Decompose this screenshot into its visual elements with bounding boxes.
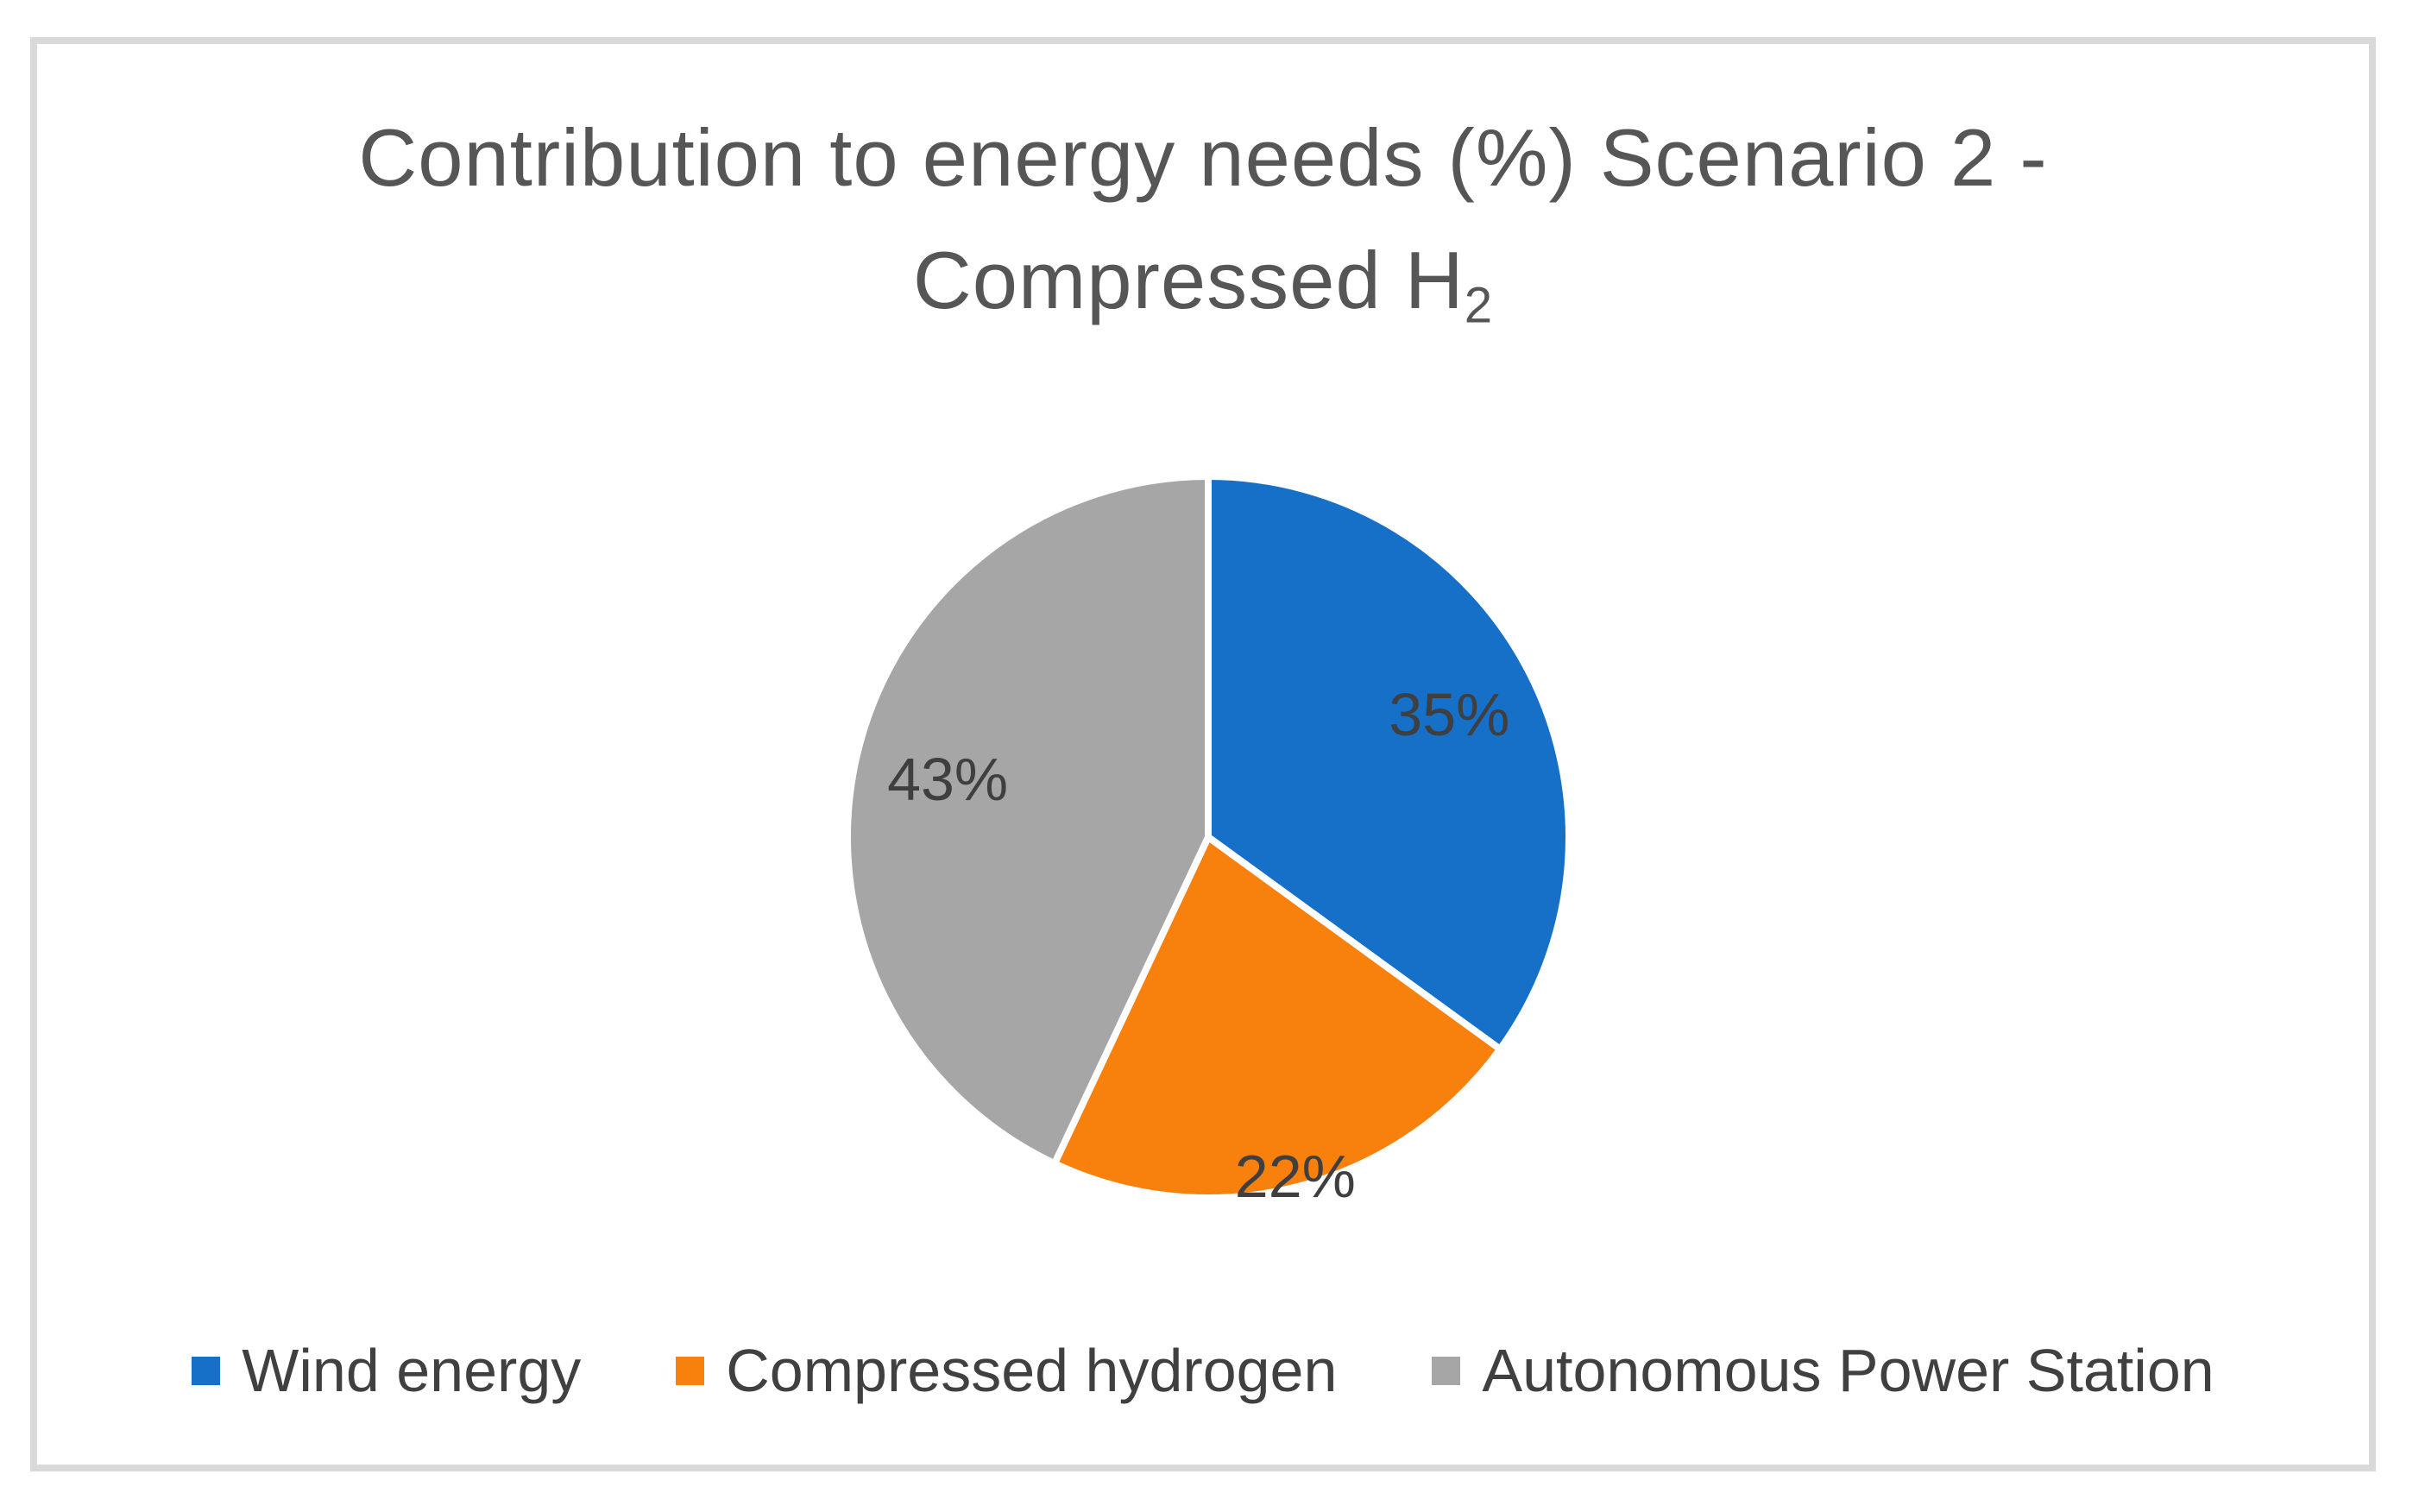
slice-label-wind-energy: 35% xyxy=(1389,680,1510,748)
legend-marker-compressed-hydrogen-icon xyxy=(676,1356,705,1385)
chart-title-line1: Contribution to energy needs (%) Scenari… xyxy=(358,112,2048,203)
legend-label-compressed-hydrogen: Compressed hydrogen xyxy=(726,1337,1338,1404)
legend-item-autonomous-power-station: Autonomous Power Station xyxy=(1432,1336,2214,1405)
slice-label-autonomous-power-station: 43% xyxy=(887,745,1009,813)
pie-slice-wind-energy xyxy=(1205,472,1572,1055)
legend-item-compressed-hydrogen: Compressed hydrogen xyxy=(676,1336,1337,1405)
legend-marker-wind-energy-icon xyxy=(192,1356,221,1385)
pie-slice-autonomous-power-station xyxy=(843,472,1212,1169)
legend-label-autonomous-power-station: Autonomous Power Station xyxy=(1482,1337,2214,1404)
legend-marker-autonomous-power-station-icon xyxy=(1432,1356,1461,1385)
chart-title-line2: Compressed H2 xyxy=(912,235,1494,334)
chart-title: Contribution to energy needs (%) Scenari… xyxy=(37,97,2369,367)
legend: Wind energy Compressed hydrogen Autonomo… xyxy=(37,1336,2369,1405)
pie-chart xyxy=(843,472,1572,1201)
chart-title-subscript: 2 xyxy=(1464,277,1494,334)
legend-label-wind-energy: Wind energy xyxy=(242,1337,582,1404)
legend-item-wind-energy: Wind energy xyxy=(192,1336,581,1405)
slice-label-compressed-hydrogen: 22% xyxy=(1234,1142,1356,1210)
